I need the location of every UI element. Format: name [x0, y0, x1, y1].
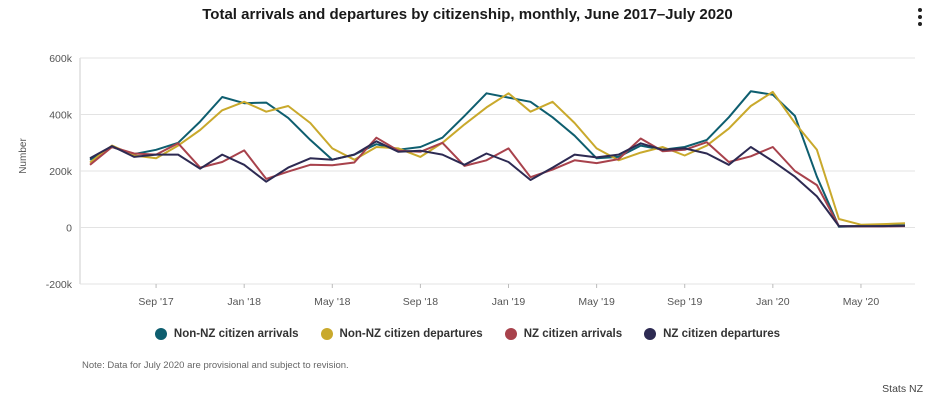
- legend-item[interactable]: Non-NZ citizen arrivals: [154, 328, 299, 340]
- source-credit: Stats NZ: [882, 383, 923, 395]
- x-tick-label: Sep '18: [403, 296, 438, 308]
- x-tick-label: Sep '19: [667, 296, 702, 308]
- legend-swatch: [320, 328, 333, 340]
- y-tick-label: 600k: [49, 53, 73, 65]
- legend-item[interactable]: NZ citizen arrivals: [504, 328, 623, 340]
- legend-label: NZ citizen departures: [663, 328, 781, 340]
- y-tick-label: 0: [66, 223, 72, 235]
- legend-label: Non-NZ citizen arrivals: [173, 328, 299, 340]
- legend-swatch: [154, 328, 167, 340]
- y-tick-label: -200k: [46, 279, 73, 291]
- series-line-nz-citizen-arrivals: [89, 136, 906, 228]
- x-tick-label: May '19: [578, 296, 615, 308]
- legend-item[interactable]: NZ citizen departures: [644, 328, 780, 340]
- legend: Non-NZ citizen arrivals Non-NZ citizen de…: [0, 328, 935, 340]
- more-vertical-icon[interactable]: [915, 8, 925, 30]
- chart-note: Note: Data for July 2020 are provisional…: [82, 360, 349, 371]
- legend-label: NZ citizen arrivals: [523, 328, 623, 340]
- y-tick-label: 400k: [49, 110, 73, 122]
- chart-area: -200k 0 200k 400k 600k Sep '17 Jan '18 May '18 S…: [18, 53, 915, 308]
- legend-swatch: [504, 328, 517, 340]
- x-tick-label: May '20: [843, 296, 880, 308]
- y-axis-title: Number: [18, 138, 29, 174]
- x-tick-label: Jan '19: [492, 296, 526, 308]
- legend-label: Non-NZ citizen departures: [339, 328, 483, 340]
- x-tick-label: Sep '17: [138, 296, 173, 308]
- x-tick-label: Jan '20: [756, 296, 790, 308]
- y-tick-label: 200k: [49, 166, 73, 178]
- chart-title: Total arrivals and departures by citizen…: [202, 6, 733, 23]
- series-line-non-nz-citizen-departures: [89, 90, 906, 226]
- legend-swatch: [644, 328, 657, 340]
- series-line-nz-citizen-departures: [89, 140, 906, 228]
- legend-item[interactable]: Non-NZ citizen departures: [320, 328, 483, 340]
- x-tick-label: Jan '18: [227, 296, 261, 308]
- x-tick-label: May '18: [314, 296, 351, 308]
